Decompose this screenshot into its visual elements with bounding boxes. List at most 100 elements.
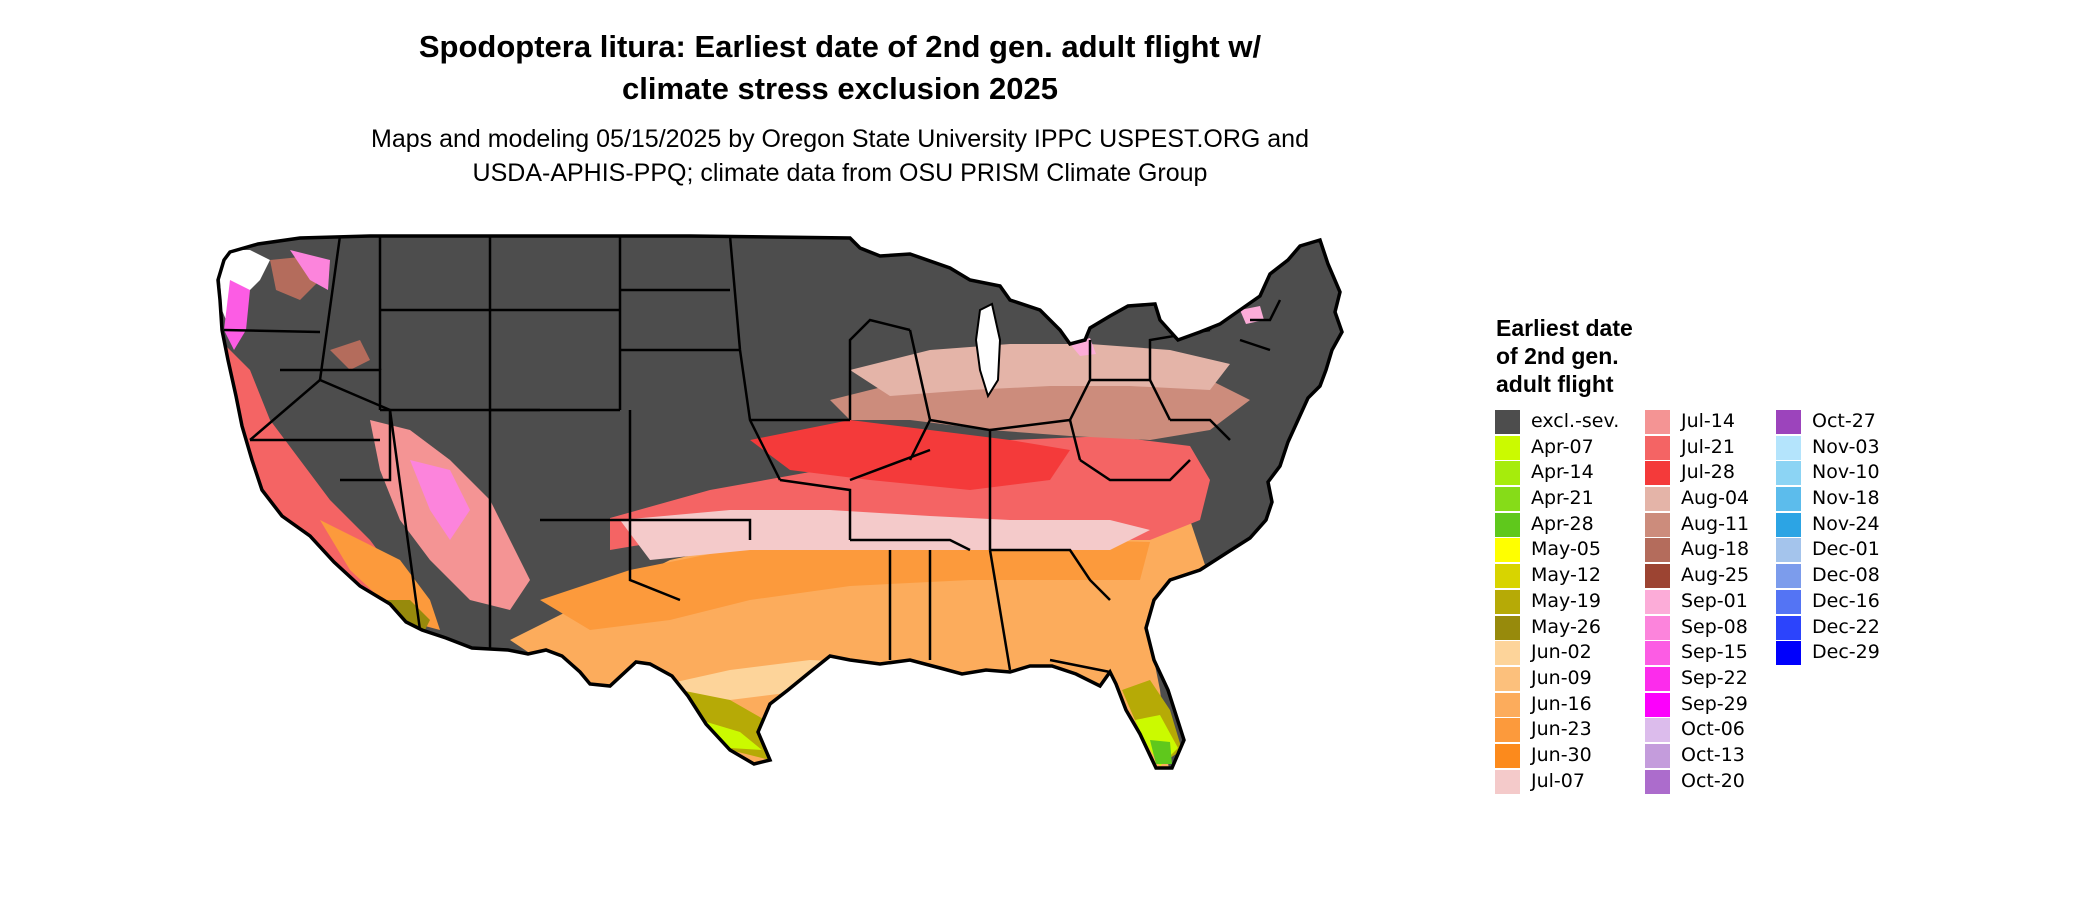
legend-swatch <box>1645 589 1670 614</box>
legend-swatch <box>1495 769 1520 794</box>
legend-item: Nov-18 <box>1776 486 1916 512</box>
legend-label: Sep-08 <box>1681 615 1748 638</box>
legend-item: Dec-08 <box>1776 563 1916 589</box>
legend-item: May-12 <box>1495 563 1635 589</box>
map-title: Spodoptera litura: Earliest date of 2nd … <box>330 26 1350 110</box>
map-subtitle-line-1: Maps and modeling 05/15/2025 by Oregon S… <box>371 125 1309 153</box>
legend-label: Jun-16 <box>1531 692 1592 715</box>
legend-swatch <box>1645 538 1670 563</box>
legend-label: Sep-29 <box>1681 692 1748 715</box>
legend-label: Sep-01 <box>1681 589 1748 612</box>
legend-label: Nov-03 <box>1812 435 1880 458</box>
legend-item: Aug-25 <box>1645 563 1785 589</box>
legend-label: Jul-07 <box>1531 769 1585 792</box>
legend-swatch <box>1645 692 1670 717</box>
legend-label: Sep-15 <box>1681 641 1748 664</box>
legend-label: May-26 <box>1531 615 1601 638</box>
legend-swatch <box>1495 666 1520 691</box>
legend-item: Jul-28 <box>1645 460 1785 486</box>
legend-label: Aug-11 <box>1681 512 1750 535</box>
legend-item: Jun-30 <box>1495 743 1635 769</box>
legend-label: Jun-23 <box>1531 718 1592 741</box>
legend-label: Apr-28 <box>1531 512 1594 535</box>
legend-label: Dec-22 <box>1812 615 1880 638</box>
legend-title-line-1: Earliest date <box>1496 315 1633 341</box>
legend-swatch <box>1645 410 1670 434</box>
legend-swatch <box>1495 743 1520 768</box>
legend-label: May-05 <box>1531 538 1601 561</box>
legend-swatch <box>1776 564 1801 589</box>
legend-label: Dec-29 <box>1812 641 1880 664</box>
legend-swatch <box>1495 718 1520 743</box>
legend-item: Apr-07 <box>1495 435 1635 461</box>
legend-title-line-3: adult flight <box>1496 371 1614 397</box>
legend-item: Sep-15 <box>1645 640 1785 666</box>
legend-swatch <box>1776 615 1801 640</box>
lake-michigan <box>974 302 1002 399</box>
legend-swatch <box>1495 641 1520 666</box>
legend-swatch <box>1776 538 1801 563</box>
legend-label: Jul-21 <box>1681 435 1735 458</box>
legend-swatch <box>1776 410 1801 434</box>
legend-label: May-19 <box>1531 589 1601 612</box>
legend-swatch <box>1645 461 1670 486</box>
legend-column: Jul-14 Jul-21 Jul-28 Aug-04 Aug-11 Aug-18 Aug-… <box>1645 409 1785 794</box>
legend-item: Oct-27 <box>1776 409 1916 435</box>
legend-swatch <box>1776 641 1801 666</box>
legend-label: Sep-22 <box>1681 666 1748 689</box>
legend-swatch <box>1495 410 1520 434</box>
map-title-line-1: Spodoptera litura: Earliest date of 2nd … <box>418 29 1262 64</box>
zone-southwest-pink <box>410 460 470 540</box>
legend-label: Dec-08 <box>1812 564 1880 587</box>
legend-item: Dec-29 <box>1776 640 1916 666</box>
legend-label: Jul-28 <box>1681 461 1735 484</box>
legend-item: Oct-13 <box>1645 743 1785 769</box>
legend-label: Oct-06 <box>1681 718 1745 741</box>
legend-item: Jun-02 <box>1495 640 1635 666</box>
legend-swatch <box>1495 435 1520 460</box>
legend-item: Dec-16 <box>1776 589 1916 615</box>
legend-swatch <box>1495 512 1520 537</box>
legend-swatch <box>1645 564 1670 589</box>
legend-swatch <box>1645 666 1670 691</box>
legend-item: Aug-18 <box>1645 537 1785 563</box>
state-boundaries <box>223 236 1282 674</box>
legend-swatch <box>1776 512 1801 537</box>
legend-item: Oct-20 <box>1645 769 1785 795</box>
legend-label: Apr-07 <box>1531 435 1594 458</box>
legend-swatch <box>1495 589 1520 614</box>
legend-column: Oct-27 Nov-03 Nov-10 Nov-18 Nov-24 Dec-01 Dec-… <box>1776 409 1916 666</box>
legend-swatch <box>1645 743 1670 768</box>
legend-item: Dec-01 <box>1776 537 1916 563</box>
legend-swatch <box>1645 615 1670 640</box>
legend-label: Jun-02 <box>1531 641 1592 664</box>
legend-label: Oct-20 <box>1681 769 1745 792</box>
legend-item: Sep-01 <box>1645 589 1785 615</box>
us-map <box>216 234 1344 770</box>
legend-label: May-12 <box>1531 564 1601 587</box>
legend-label: Nov-10 <box>1812 461 1880 484</box>
legend-item: Nov-03 <box>1776 435 1916 461</box>
legend-label: Apr-21 <box>1531 487 1594 510</box>
legend-item: Apr-14 <box>1495 460 1635 486</box>
legend-item: excl.-sev. <box>1495 409 1635 435</box>
zone-northwest-pink <box>290 250 330 290</box>
legend-label: Jun-30 <box>1531 743 1592 766</box>
legend-label: excl.-sev. <box>1531 410 1620 432</box>
zone-early-july <box>620 510 1150 560</box>
legend-item: Jul-14 <box>1645 409 1785 435</box>
legend-item: Oct-06 <box>1645 717 1785 743</box>
legend-title-line-2: of 2nd gen. <box>1496 343 1619 369</box>
legend-item: Nov-10 <box>1776 460 1916 486</box>
legend-swatch <box>1776 487 1801 512</box>
legend-item: Jun-23 <box>1495 717 1635 743</box>
legend-item: Sep-29 <box>1645 692 1785 718</box>
zone-april <box>700 720 762 750</box>
legend-item: May-26 <box>1495 615 1635 641</box>
legend-swatch <box>1776 461 1801 486</box>
zone-northwest-magenta <box>224 280 250 350</box>
legend-label: Aug-25 <box>1681 564 1750 587</box>
legend-swatch <box>1495 564 1520 589</box>
legend-label: Dec-01 <box>1812 538 1880 561</box>
legend-label: Oct-13 <box>1681 743 1745 766</box>
